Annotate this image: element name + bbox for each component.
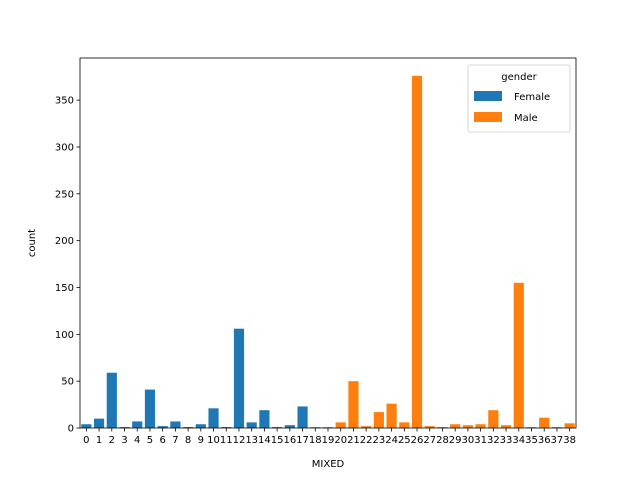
- x-tick-label: 14: [258, 435, 271, 446]
- x-tick-label: 7: [172, 435, 178, 446]
- y-axis-ticks: 0 50 100 150 200 250 300 350: [55, 96, 80, 435]
- bar-male-28: [437, 427, 448, 428]
- bar-male-35: [526, 427, 537, 428]
- legend-swatch-female: [474, 91, 502, 101]
- x-tick-label: 31: [474, 435, 487, 446]
- x-tick-label: 9: [198, 435, 204, 446]
- x-tick-label: 10: [207, 435, 220, 446]
- bar-female-2: [106, 372, 117, 428]
- bar-male-31: [475, 424, 486, 428]
- bar-female-14: [259, 410, 270, 428]
- x-tick-label: 8: [185, 435, 191, 446]
- bar-male-38: [564, 423, 575, 428]
- x-tick-label: 15: [271, 435, 284, 446]
- bar-female-4: [132, 421, 143, 428]
- x-tick-label: 18: [309, 435, 322, 446]
- bar-male-23: [373, 412, 384, 428]
- bar-male-36: [539, 417, 550, 428]
- bar-female-15: [272, 427, 283, 428]
- x-tick-label: 33: [500, 435, 513, 446]
- y-tick-label: 250: [55, 189, 74, 200]
- legend-title: gender: [501, 72, 537, 83]
- x-tick-label: 29: [449, 435, 462, 446]
- x-tick-label: 25: [398, 435, 411, 446]
- x-tick-label: 1: [96, 435, 102, 446]
- bar-female-7: [170, 421, 181, 428]
- y-tick-label: 0: [68, 424, 74, 435]
- legend-label-female: Female: [514, 92, 550, 103]
- bar-male-37: [551, 427, 563, 428]
- y-axis-label: count: [27, 229, 38, 257]
- x-tick-label: 32: [487, 435, 500, 446]
- bar-male-20: [335, 422, 346, 428]
- bar-male-34: [513, 282, 524, 428]
- bar-male-27: [424, 426, 435, 428]
- x-axis-ticks: 0 1 2 3 4 5 6 7 8 9 10 11 12 13 14 15 16 17 18 19 20 21 22 23 24…: [83, 428, 576, 446]
- x-tick-label: 6: [159, 435, 165, 446]
- bar-male-26: [411, 75, 423, 429]
- bars-layer: [81, 75, 575, 429]
- x-tick-label: 2: [109, 435, 115, 446]
- bar-female-12: [233, 328, 245, 428]
- bar-female-17: [297, 406, 308, 428]
- bar-male-33: [500, 425, 512, 428]
- bar-female-0: [81, 424, 92, 428]
- bar-male-18: [310, 427, 321, 428]
- bar-female-13: [246, 422, 257, 428]
- bar-male-24: [386, 403, 397, 428]
- bar-female-3: [119, 427, 130, 428]
- y-tick-label: 300: [55, 142, 74, 153]
- y-tick-label: 50: [61, 377, 74, 388]
- bar-female-9: [195, 424, 206, 428]
- x-tick-label: 16: [283, 435, 296, 446]
- bar-male-19: [322, 427, 334, 428]
- x-tick-label: 5: [147, 435, 153, 446]
- bar-female-6: [157, 426, 168, 428]
- x-tick-label: 3: [121, 435, 127, 446]
- x-tick-label: 17: [296, 435, 309, 446]
- x-tick-label: 12: [233, 435, 246, 446]
- x-tick-label: 13: [245, 435, 258, 446]
- bar-female-8: [183, 427, 194, 428]
- y-tick-label: 150: [55, 283, 74, 294]
- bar-male-21: [348, 381, 359, 428]
- bar-male-29: [450, 424, 461, 428]
- x-tick-label: 35: [525, 435, 538, 446]
- bar-female-10: [208, 408, 219, 428]
- x-tick-label: 38: [563, 435, 576, 446]
- bar-female-11: [221, 427, 232, 428]
- x-tick-label: 36: [538, 435, 551, 446]
- x-tick-label: 30: [462, 435, 475, 446]
- x-tick-label: 24: [385, 435, 398, 446]
- x-tick-label: 0: [83, 435, 89, 446]
- x-tick-label: 21: [347, 435, 360, 446]
- bar-female-1: [93, 418, 105, 428]
- x-tick-label: 37: [551, 435, 564, 446]
- x-tick-label: 19: [322, 435, 335, 446]
- x-tick-label: 4: [134, 435, 140, 446]
- x-tick-label: 28: [436, 435, 449, 446]
- bar-male-30: [462, 425, 473, 428]
- bar-male-25: [399, 422, 410, 428]
- x-tick-label: 22: [360, 435, 373, 446]
- legend-swatch-male: [474, 112, 502, 122]
- x-tick-label: 26: [411, 435, 424, 446]
- y-tick-label: 350: [55, 96, 74, 107]
- bar-male-22: [361, 426, 372, 428]
- x-tick-label: 23: [373, 435, 386, 446]
- y-tick-label: 200: [55, 236, 74, 247]
- legend: gender Female Male: [467, 64, 571, 133]
- y-tick-label: 100: [55, 330, 74, 341]
- x-tick-label: 20: [334, 435, 347, 446]
- bar-male-32: [488, 410, 499, 428]
- x-tick-label: 11: [220, 435, 233, 446]
- x-tick-label: 27: [423, 435, 436, 446]
- bar-female-5: [144, 389, 156, 428]
- x-tick-label: 34: [512, 435, 525, 446]
- legend-label-male: Male: [514, 113, 538, 124]
- bar-female-16: [284, 425, 295, 428]
- x-axis-label: MIXED: [312, 459, 345, 470]
